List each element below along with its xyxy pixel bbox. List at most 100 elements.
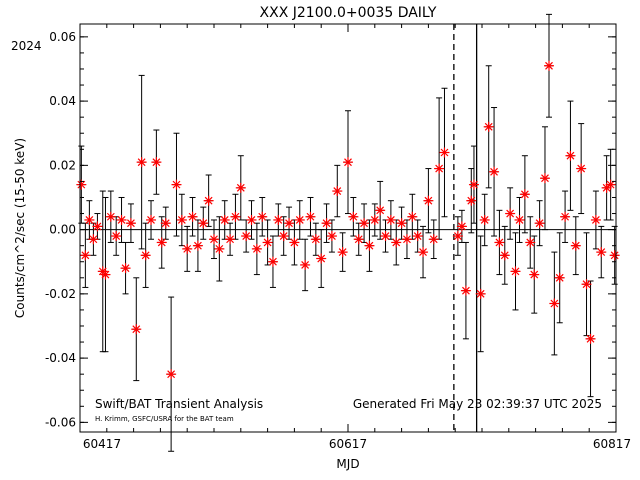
data-point [565, 150, 576, 161]
data-point [570, 240, 581, 251]
error-bars [77, 13, 619, 452]
asterisk-stroke [269, 257, 277, 266]
data-point [116, 214, 127, 225]
asterisk-stroke [306, 212, 315, 221]
vertical-markers [453, 24, 478, 432]
asterisk-stroke [413, 232, 422, 240]
x-tick-labels: 60417 60617 60817 [83, 437, 631, 451]
asterisk-stroke [435, 164, 444, 173]
data-point [326, 231, 337, 242]
data-point [514, 214, 525, 225]
asterisk-stroke [322, 219, 331, 228]
asterisk-stroke [93, 222, 102, 231]
data-point [348, 211, 359, 222]
data-point [609, 250, 620, 261]
asterisk-stroke [541, 174, 549, 183]
asterisk-stroke [338, 248, 347, 257]
data-point [321, 218, 332, 229]
asterisk-stroke [349, 212, 358, 221]
asterisk-stroke [561, 212, 570, 221]
asterisk-stroke [231, 212, 240, 221]
data-point [209, 234, 219, 245]
data-point [305, 211, 316, 222]
asterisk-stroke [147, 216, 155, 224]
data-point [332, 186, 343, 197]
data-point [359, 218, 370, 229]
data-point [284, 218, 295, 229]
data-point [146, 214, 157, 225]
data-point [529, 269, 540, 280]
data-point [401, 234, 412, 245]
asterisk-stroke [157, 238, 166, 247]
y-tick-labels: -0.06 -0.04 -0.02 0.00 0.02 0.04 0.06 [45, 30, 76, 430]
data-point [192, 240, 203, 251]
year-label: 2024 [11, 39, 42, 53]
asterisk-stroke [242, 232, 251, 240]
data-point [549, 298, 560, 309]
asterisk-stroke [226, 235, 235, 244]
asterisk-stroke [204, 196, 213, 205]
data-point [241, 231, 252, 242]
data-point [198, 218, 209, 229]
y-tick-label: -0.06 [45, 415, 76, 429]
asterisk-stroke [571, 241, 580, 250]
asterisk-stroke [392, 238, 401, 247]
asterisk-stroke [252, 244, 261, 253]
asterisk-stroke [188, 212, 197, 221]
asterisk-stroke [429, 235, 438, 244]
x-tick-label: 60817 [593, 437, 631, 451]
data-point [278, 231, 289, 242]
data-point [596, 247, 607, 258]
data-point [412, 231, 423, 242]
data-point [483, 121, 494, 132]
y-tick-label: -0.04 [45, 351, 76, 365]
axis-ticks [79, 24, 617, 432]
data-point [84, 214, 95, 225]
asterisk-stroke [177, 216, 186, 224]
x-tick-label: 60617 [329, 437, 367, 451]
data-point [375, 205, 386, 216]
data-point [423, 195, 434, 206]
credit-label: H. Krimm, GSFC/USRA for the BAT team [95, 415, 234, 423]
data-point [418, 247, 429, 258]
data-point [434, 163, 445, 174]
asterisk-stroke [376, 206, 385, 215]
asterisk-stroke [520, 190, 529, 199]
data-point [267, 256, 278, 267]
data-point [262, 237, 273, 248]
data-point [385, 214, 396, 225]
data-point [554, 272, 565, 283]
asterisk-stroke [132, 325, 141, 334]
asterisk-stroke [141, 251, 150, 260]
data-point [246, 214, 257, 225]
asterisk-stroke [457, 222, 466, 231]
data-point [105, 211, 116, 222]
data-point [468, 179, 479, 190]
data-point [544, 60, 554, 71]
data-point [140, 250, 151, 261]
asterisk-stroke [419, 248, 427, 257]
data-point [337, 247, 348, 258]
asterisk-stroke [403, 235, 411, 244]
data-point [310, 234, 321, 245]
data-point [80, 250, 91, 261]
asterisk-stroke [85, 216, 94, 224]
data-point [396, 218, 407, 229]
asterisk-stroke [101, 270, 110, 279]
asterisk-stroke [360, 219, 369, 228]
data-point [230, 211, 241, 222]
data-point [581, 279, 592, 290]
data-point [100, 269, 111, 280]
data-point [343, 157, 353, 168]
asterisk-stroke [591, 216, 600, 224]
data-point [466, 195, 477, 206]
asterisk-stroke [397, 219, 406, 228]
data-point [300, 259, 311, 270]
data-markers [76, 60, 620, 380]
data-point [203, 195, 214, 206]
data-point [505, 208, 516, 219]
y-tick-label: 0.02 [49, 158, 76, 172]
asterisk-stroke [77, 180, 86, 189]
asterisk-stroke [566, 151, 575, 160]
